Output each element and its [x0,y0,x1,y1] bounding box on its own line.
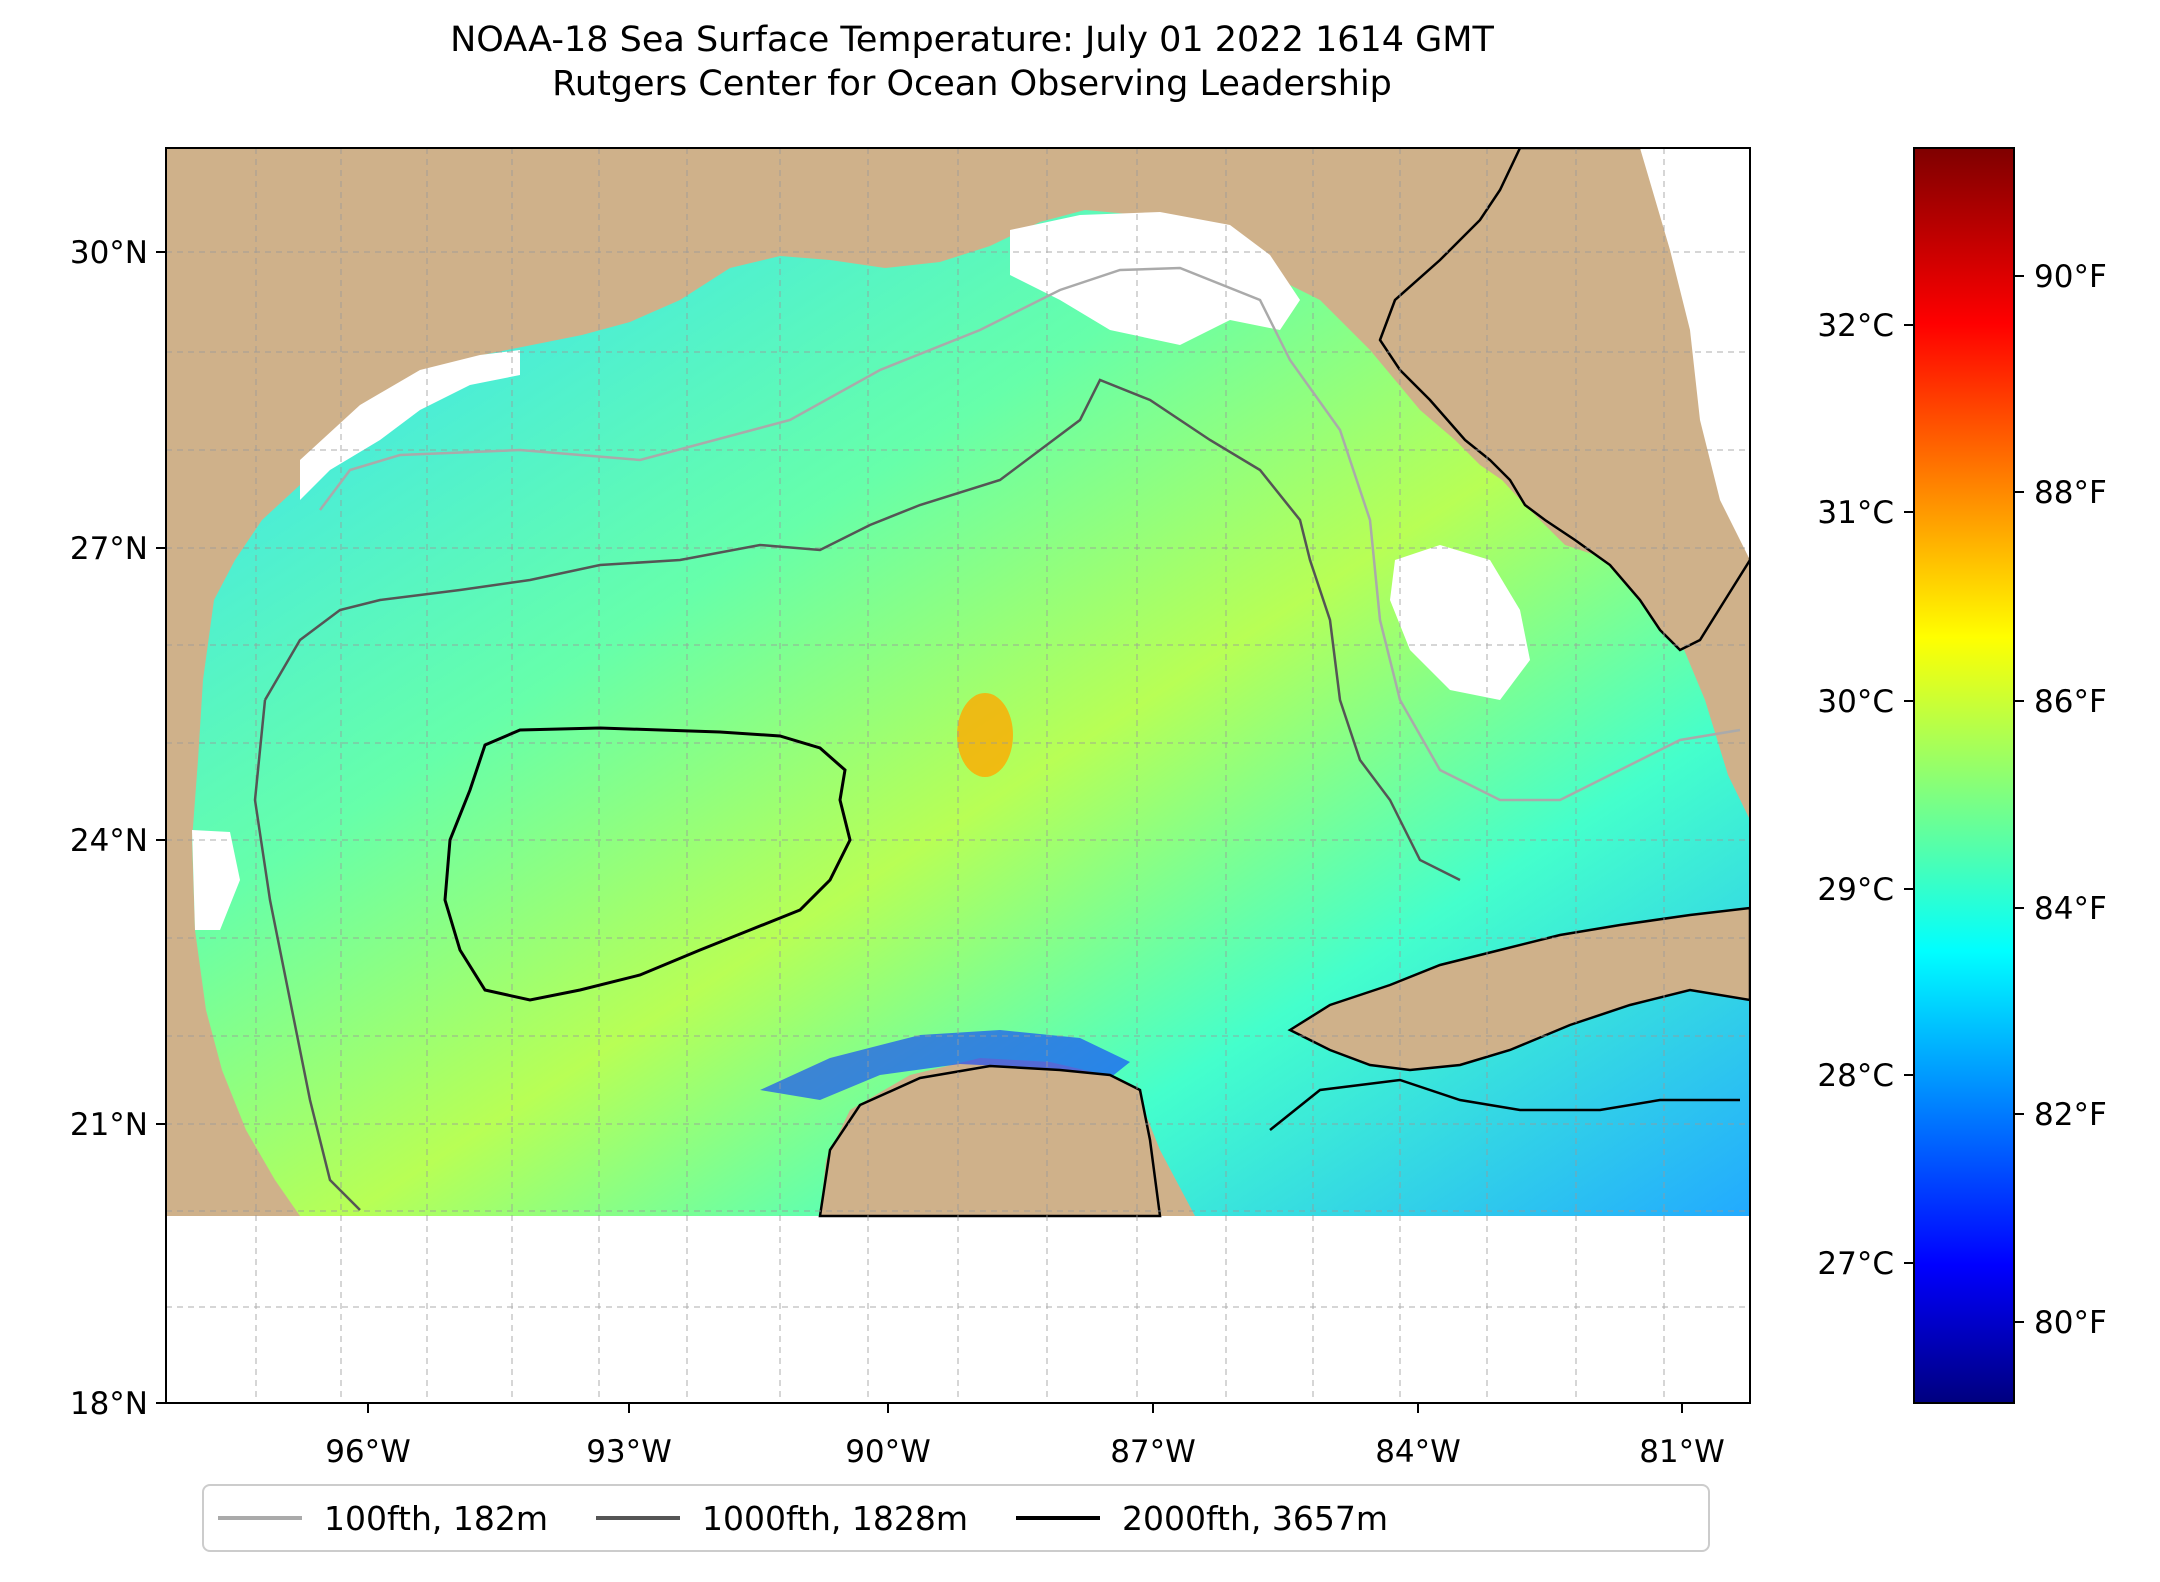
celsius-tick-label: 30°C [1817,684,1894,720]
legend-item-2000fth: 2000fth, 3657m [1015,1498,1388,1538]
fahrenheit-ticks [2014,275,2024,1323]
lon-tick-label: 87°W [1110,1434,1196,1470]
lat-tick-label: 21°N [70,1107,148,1143]
cloud-texas [300,350,520,500]
lon-tick-label: 90°W [845,1434,931,1470]
fahrenheit-tick-label: 84°F [2034,891,2107,927]
celsius-tick-label: 31°C [1817,495,1894,531]
sst-map: 96°W 93°W 90°W 87°W 84°W 81°W 30°N 27°N … [70,147,2107,1470]
celsius-tick-label: 27°C [1817,1246,1894,1282]
legend-item-1000fth: 1000fth, 1828m [596,1499,968,1538]
lat-tick-label: 27°N [70,531,148,567]
celsius-tick-label: 32°C [1817,308,1894,344]
legend-swatch [1015,1516,1100,1520]
lon-tick-label: 96°W [325,1434,411,1470]
map-frame [165,147,1751,1404]
chart-subtitle: Rutgers Center for Ocean Observing Leade… [552,64,1392,104]
lon-tick-label: 81°W [1639,1434,1725,1470]
warm-eddy [957,693,1013,777]
cuba [1287,906,1750,1072]
lat-axis [156,251,166,1404]
legend-swatch [596,1516,680,1520]
lat-tick-label: 18°N [70,1386,148,1422]
celsius-ticks [1904,324,1914,1264]
fahrenheit-tick-label: 88°F [2034,475,2107,511]
contour-2000fth-caribbean [1269,1078,1740,1131]
lon-tick-label: 84°W [1375,1434,1461,1470]
celsius-tick-label: 28°C [1817,1058,1894,1094]
cloud-north [1010,212,1300,345]
legend-label: 100fth, 182m [324,1498,548,1538]
fahrenheit-tick-label: 80°F [2034,1305,2107,1341]
contour-100fth [319,266,1741,802]
fahrenheit-tick-label: 82°F [2034,1097,2107,1133]
colorbar [1913,147,2015,1404]
cloud-florida [1390,545,1530,700]
legend-item-100fth: 100fth, 182m [218,1499,548,1538]
lat-tick-label: 24°N [70,823,148,859]
cloud-west [192,830,240,930]
contour-2000fth [443,726,852,1002]
contour-1000fth [253,378,1461,1211]
no-data-band [166,1216,1750,1403]
legend-label: 1000fth, 1828m [702,1498,968,1538]
chart-title: NOAA-18 Sea Surface Temperature: July 01… [450,20,1494,60]
contour-legend: 100fth, 182m 1000fth, 1828m 2000fth, 365… [202,1484,1710,1552]
cool-upwelling [760,1030,1130,1100]
legend-label: 2000fth, 3657m [1121,1498,1388,1538]
lon-axis [367,1403,1683,1413]
legend-swatch [218,1516,302,1520]
lat-tick-label: 30°N [70,235,148,271]
florida [1378,148,1750,652]
celsius-tick-label: 29°C [1817,872,1894,908]
lon-tick-label: 93°W [586,1434,672,1470]
map-grid [166,148,1750,1403]
fahrenheit-tick-label: 90°F [2034,259,2107,295]
fahrenheit-tick-label: 86°F [2034,684,2107,720]
yucatan [818,1064,1162,1218]
atlantic-nodata [1640,148,1750,560]
